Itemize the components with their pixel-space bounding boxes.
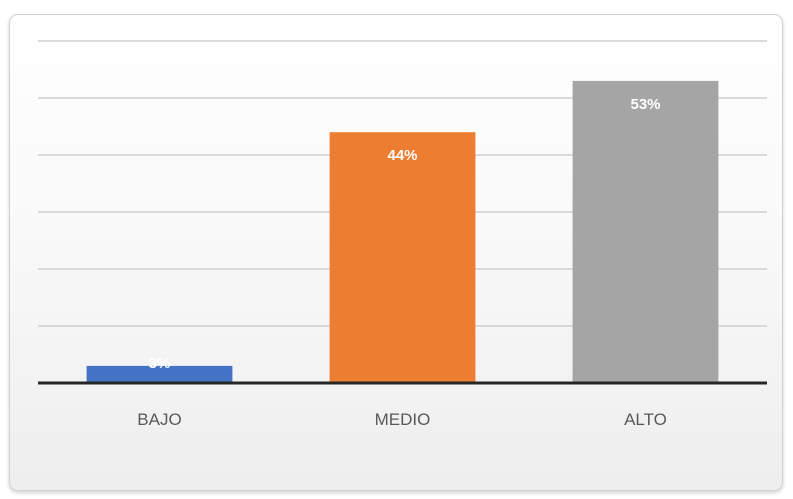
- bar-alto: [573, 81, 719, 383]
- data-label-alto: 53%: [630, 96, 660, 113]
- data-label-medio: 44%: [387, 147, 417, 164]
- x-tick-label-medio: MEDIO: [375, 410, 431, 429]
- bar-medio: [330, 132, 476, 383]
- x-tick-label-bajo: BAJO: [137, 410, 181, 429]
- data-label-bajo: 3%: [149, 355, 171, 372]
- x-axis-tick-labels: BAJO MEDIO ALTO: [137, 410, 667, 429]
- bars: [87, 81, 719, 383]
- x-tick-label-alto: ALTO: [624, 410, 667, 429]
